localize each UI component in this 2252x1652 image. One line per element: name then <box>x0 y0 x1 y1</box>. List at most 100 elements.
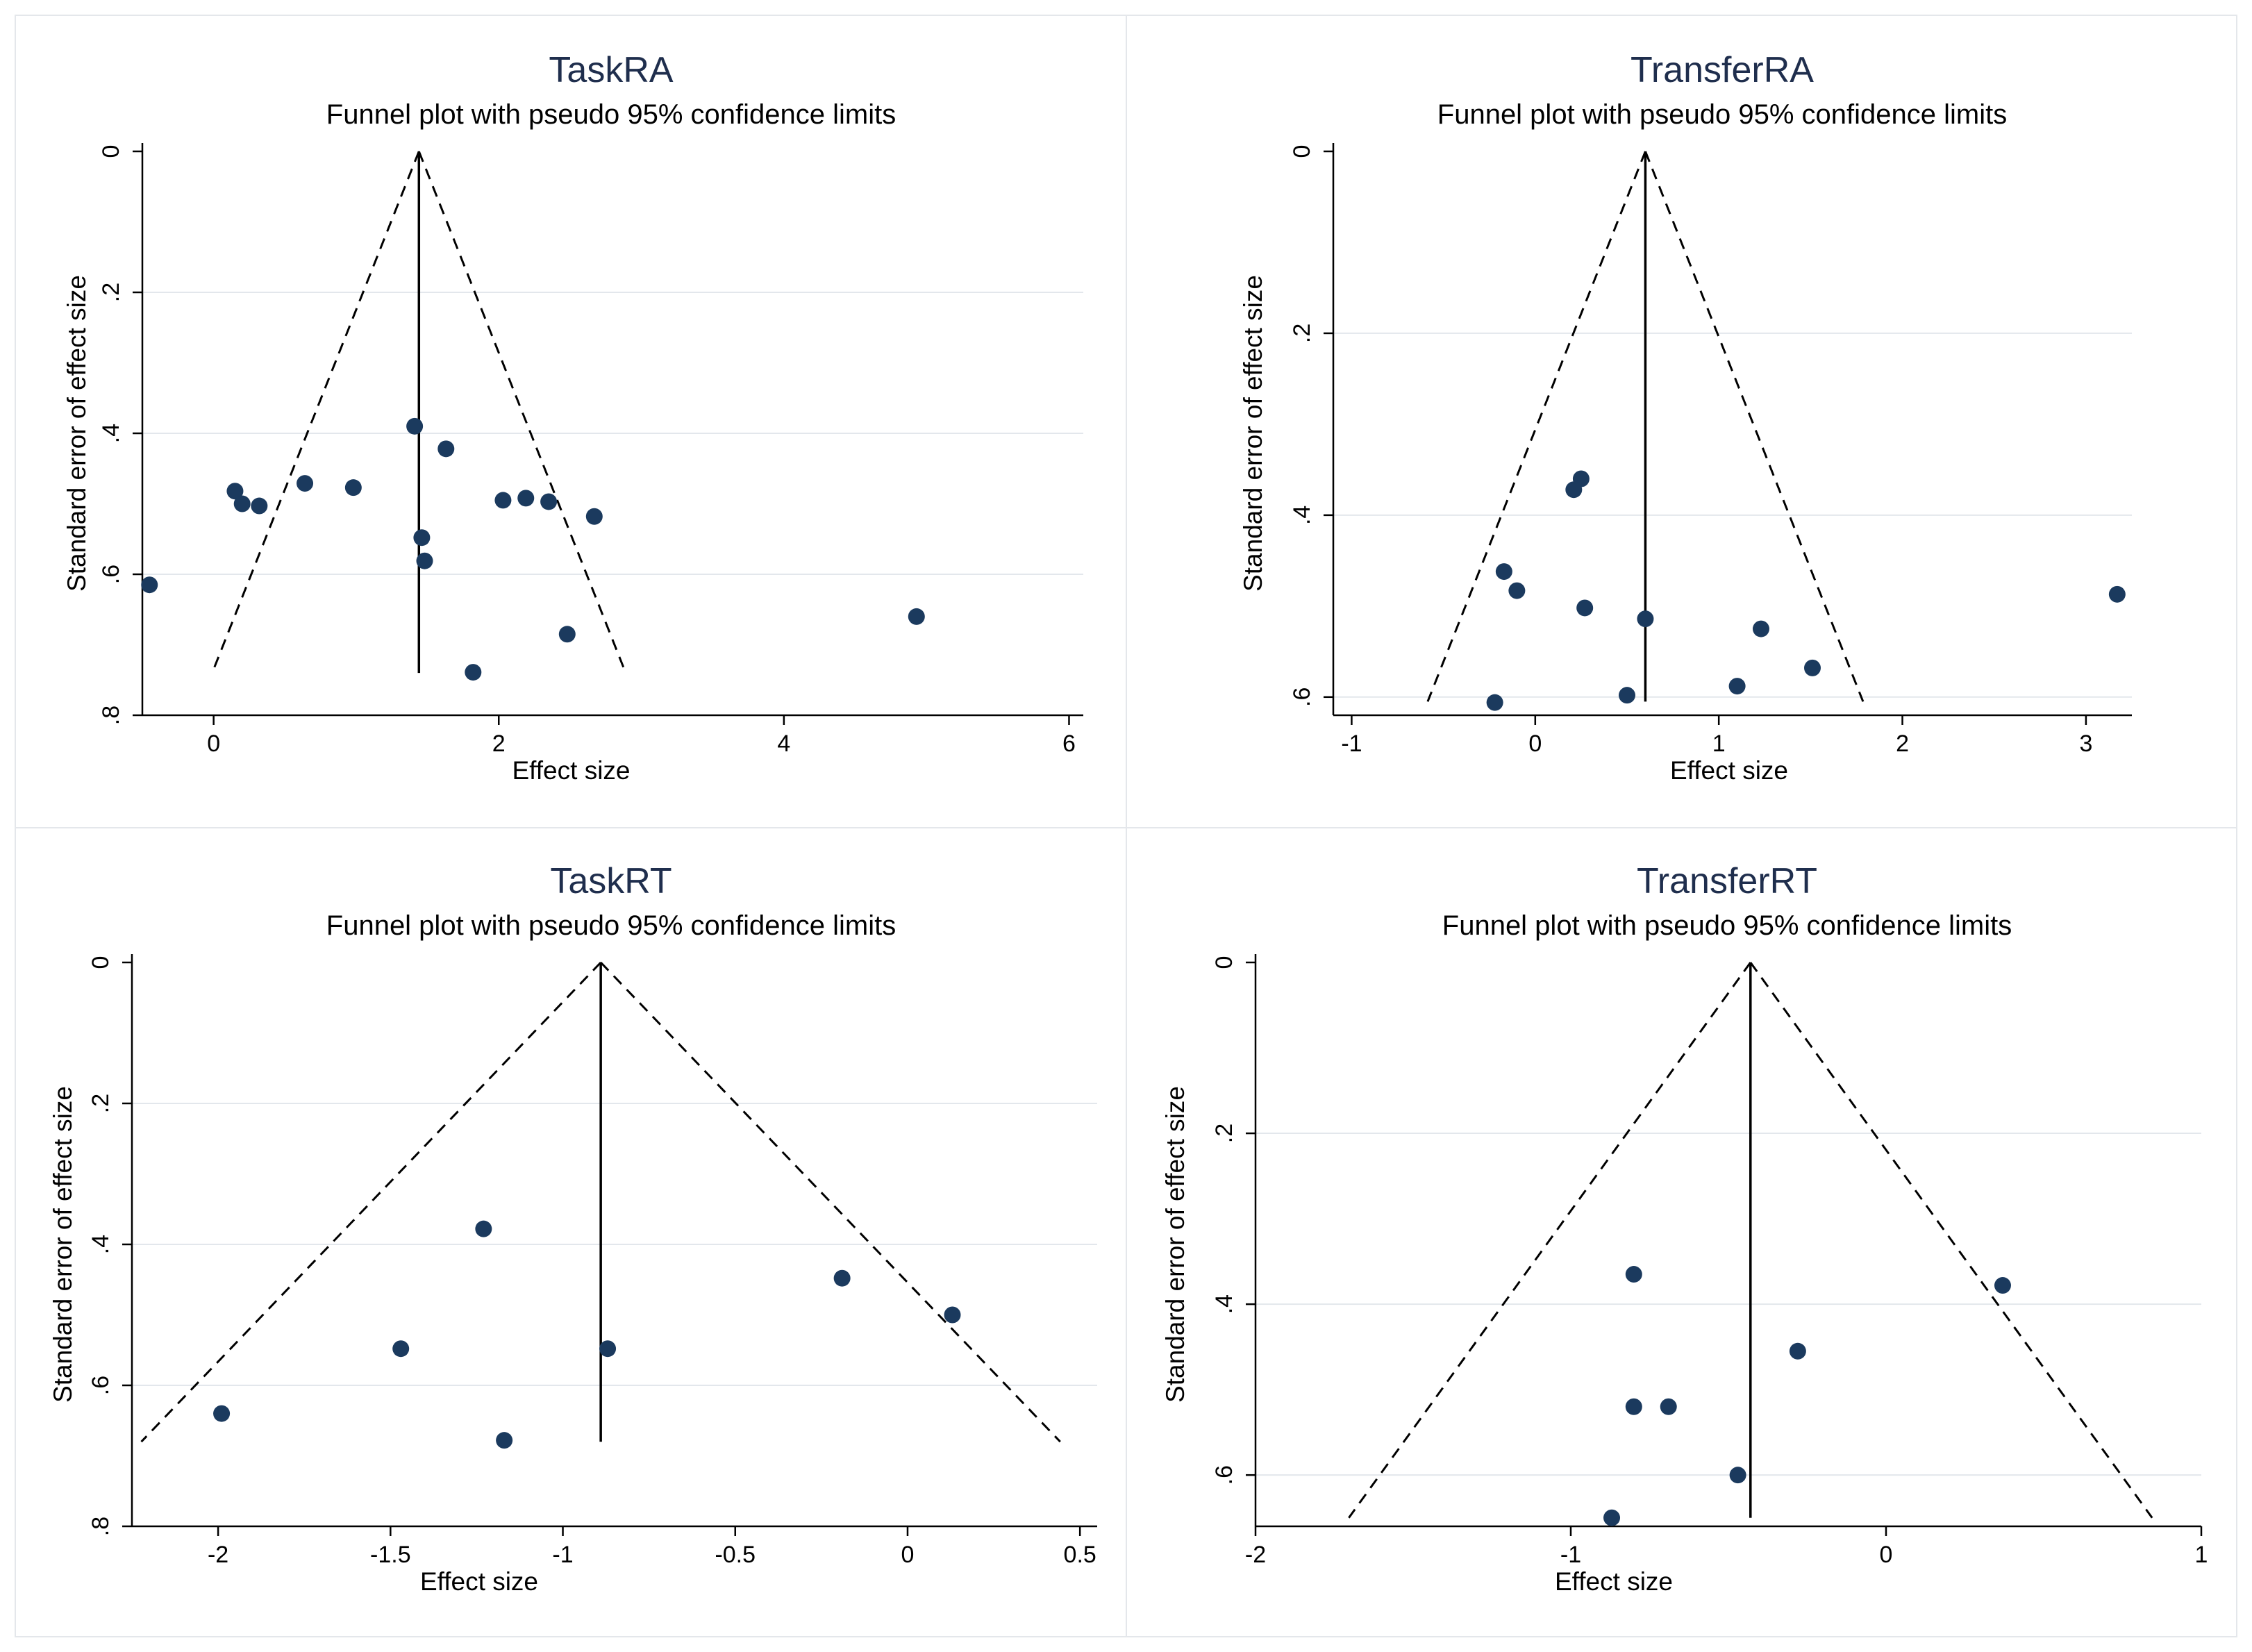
data-point <box>226 483 244 500</box>
y-tick-label: 0 <box>98 145 124 158</box>
x-tick-label: -2 <box>1245 1542 1266 1568</box>
x-tick-label: 6 <box>1062 731 1076 757</box>
panel-taskrt <box>15 828 1126 1637</box>
x-tick-label: -2 <box>208 1542 228 1568</box>
data-point <box>406 417 424 435</box>
data-point <box>1729 1467 1746 1484</box>
data-point <box>494 492 512 509</box>
y-tick-label: .4 <box>98 424 124 443</box>
x-tick-label: 1 <box>2195 1542 2208 1568</box>
y-tick-label: .2 <box>98 283 124 302</box>
data-point <box>1486 694 1503 711</box>
y-tick-label: .8 <box>98 706 124 725</box>
data-point <box>1789 1342 1806 1360</box>
data-point <box>1637 610 1654 628</box>
data-point <box>517 490 535 507</box>
chart-subtitle: Funnel plot with pseudo 95% confidence l… <box>1442 910 2012 941</box>
y-axis-label: Standard error of effect size <box>1239 275 1267 592</box>
x-tick-label: 2 <box>492 731 506 757</box>
y-tick-label: .4 <box>87 1235 114 1254</box>
y-tick-label: .2 <box>1289 324 1315 343</box>
chart-subtitle: Funnel plot with pseudo 95% confidence l… <box>326 910 896 941</box>
x-tick-label: 0 <box>1528 731 1542 757</box>
ci-upper-line <box>1644 151 1865 702</box>
data-point <box>465 664 482 681</box>
data-point <box>344 479 362 497</box>
data-point <box>1495 563 1512 581</box>
x-axis-label: Effect size <box>1670 756 1788 785</box>
x-tick-label: -1 <box>1341 731 1362 757</box>
chart-transferrt: 0 .2 .4 .6 -2 -1 0 1 TransferRT Funnel plot with … <box>1161 861 2208 1596</box>
ci-lower-line <box>211 151 420 674</box>
x-axis-label: Effect size <box>1555 1567 1673 1596</box>
chart-title: TransferRT <box>1637 861 1817 901</box>
y-axis-label: Standard error of effect size <box>62 275 91 592</box>
data-point <box>585 508 603 525</box>
data-point <box>1576 599 1594 617</box>
y-tick-label: 0 <box>1211 956 1237 969</box>
x-tick-label: -1 <box>552 1542 573 1568</box>
data-point <box>1618 687 1635 704</box>
chart-taskrt: 0 .2 .4 .6 .8 -2 -1.5 -1 -0.5 0 0.5 TaskRT Funnel pl… <box>49 861 1097 1596</box>
data-point <box>1752 620 1769 637</box>
ci-lower-line <box>140 961 602 1443</box>
data-point <box>1728 678 1746 695</box>
chart-title: TaskRA <box>549 50 673 90</box>
data-point <box>213 1405 231 1422</box>
ci-upper-line <box>417 151 627 674</box>
data-point <box>496 1432 513 1449</box>
chart-subtitle: Funnel plot with pseudo 95% confidence l… <box>1437 99 2007 130</box>
x-tick-label: -1.5 <box>370 1542 411 1568</box>
chart-title: TransferRA <box>1630 50 1814 90</box>
data-point <box>1804 659 1821 676</box>
x-tick-label: -1 <box>1560 1542 1581 1568</box>
y-tick-label: .6 <box>1211 1465 1237 1485</box>
panel-taskra <box>15 15 1126 828</box>
ci-lower-line <box>1348 962 1751 1519</box>
data-point <box>2108 585 2126 603</box>
data-point <box>1508 582 1526 599</box>
data-point <box>1660 1398 1677 1415</box>
x-tick-label: 2 <box>1896 731 1909 757</box>
x-axis-label: Effect size <box>420 1567 538 1596</box>
x-tick-label: 0 <box>901 1542 915 1568</box>
y-axis-label: Standard error of effect size <box>1161 1086 1190 1403</box>
data-point <box>251 497 268 515</box>
y-tick-label: .4 <box>1289 506 1315 525</box>
y-tick-label: .2 <box>1211 1124 1237 1143</box>
y-tick-label: .8 <box>87 1517 114 1536</box>
data-point <box>475 1220 492 1237</box>
data-point <box>233 495 251 512</box>
data-point <box>141 576 158 594</box>
data-point <box>392 1340 410 1358</box>
data-point <box>908 608 925 625</box>
x-tick-label: 0.5 <box>1064 1542 1096 1568</box>
ci-lower-line <box>1426 151 1646 702</box>
y-tick-label: .2 <box>87 1094 114 1113</box>
data-point <box>416 552 433 569</box>
x-tick-label: -0.5 <box>715 1542 756 1568</box>
y-tick-label: .6 <box>1289 687 1315 707</box>
chart-transferra: 0 .2 .4 .6 -1 0 1 2 3 TransferRA Funnel plot with … <box>1239 50 2132 785</box>
x-axis-label: Effect size <box>512 756 630 785</box>
y-tick-label: 0 <box>87 956 114 969</box>
chart-title: TaskRT <box>550 861 672 901</box>
x-tick-label: 1 <box>1712 731 1726 757</box>
y-tick-label: .4 <box>1211 1294 1237 1314</box>
x-tick-label: 4 <box>777 731 790 757</box>
data-point <box>413 529 431 547</box>
chart-taskra: 0 .2 .4 .6 .8 0 2 4 6 TaskRA Funnel plot with pseu… <box>62 50 1083 785</box>
data-point <box>540 493 558 510</box>
x-tick-label: 0 <box>207 731 220 757</box>
data-point <box>558 626 576 643</box>
panel-transferra <box>1126 15 2237 828</box>
data-point <box>1994 1277 2011 1294</box>
chart-subtitle: Funnel plot with pseudo 95% confidence l… <box>326 99 896 130</box>
data-point <box>437 440 455 458</box>
data-point <box>1625 1266 1642 1283</box>
data-point <box>833 1269 851 1287</box>
y-tick-label: .6 <box>87 1376 114 1395</box>
data-point <box>599 1340 617 1358</box>
data-point <box>1603 1509 1621 1526</box>
